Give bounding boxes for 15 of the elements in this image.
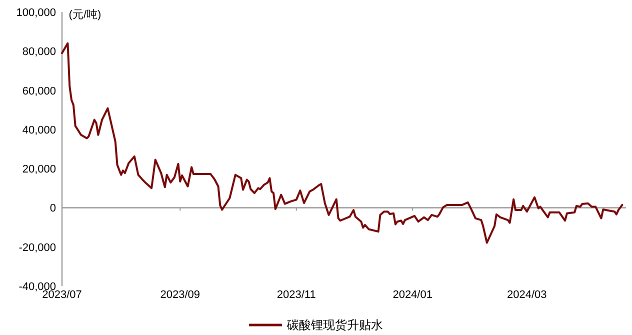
y-tick-label: 100,000 xyxy=(16,7,56,19)
x-tick-label: 2023/11 xyxy=(276,289,316,301)
legend-label: 碳酸锂现货升贴水 xyxy=(286,318,383,332)
y-tick-label: 0 xyxy=(50,202,56,215)
y-tick-label: 80,000 xyxy=(22,46,56,58)
x-tick-label: 2024/01 xyxy=(392,289,432,301)
y-tick-label: 60,000 xyxy=(22,85,56,98)
y-tick-label: 20,000 xyxy=(22,164,56,176)
line-series xyxy=(61,42,624,244)
y-axis-title: (元/吨) xyxy=(68,8,102,21)
x-tick-label: 2023/09 xyxy=(160,289,200,301)
x-tick-label: 2023/07 xyxy=(42,289,82,301)
y-tick-label: 40,000 xyxy=(22,124,56,136)
x-tick-label: 2024/03 xyxy=(507,289,547,301)
y-tick-label: -20,000 xyxy=(18,242,56,254)
